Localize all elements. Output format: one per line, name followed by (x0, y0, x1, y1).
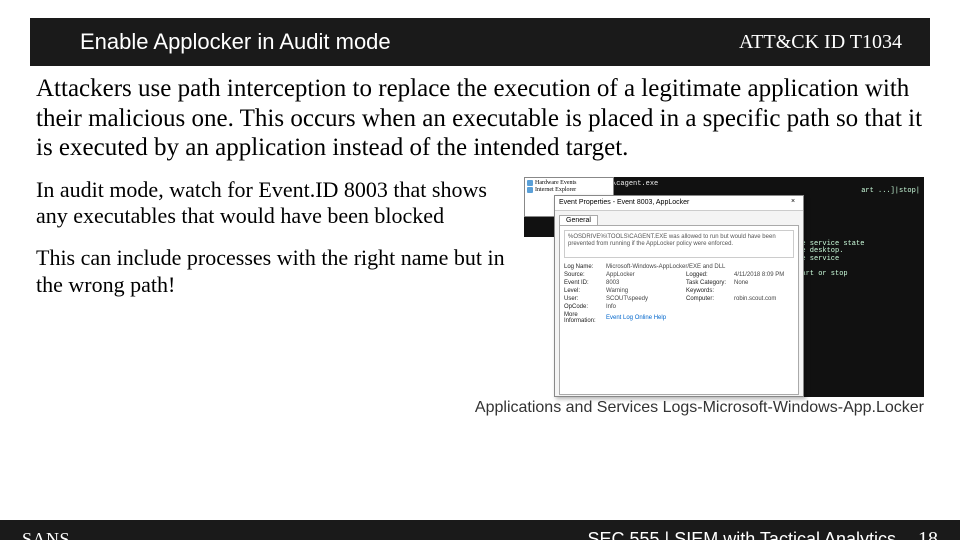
lbl-logname: Log Name: (564, 264, 606, 270)
dialog-fields-grid: Log Name: Microsoft-Windows-AppLocker/EX… (564, 264, 794, 324)
footer-right: SEC 555 | SIEM with Tactical Analytics 1… (588, 528, 938, 540)
lbl-level: Level: (564, 288, 606, 294)
dialog-body: %OSDRIVE%\TOOLS\CAGENT.EXE was allowed t… (559, 225, 799, 395)
dialog-title-text: Event Properties - Event 8003, AppLocker (559, 199, 689, 206)
slide: Enable Applocker in Audit mode ATT&CK ID… (0, 18, 960, 540)
footer-course: SEC 555 | SIEM with Tactical Analytics (588, 529, 896, 540)
attack-id: ATT&CK ID T1034 (739, 31, 902, 54)
val-computer: robin.scout.com (734, 296, 794, 302)
tab-general[interactable]: General (559, 215, 598, 225)
lbl-source: Source: (564, 272, 606, 278)
screenshot-area: C:\tools\cagent tool\cagent.exe art ...]… (524, 177, 924, 397)
body-paragraph: Attackers use path interception to repla… (0, 66, 960, 163)
val-level: Warning (606, 288, 686, 294)
val-logged: 4/11/2018 8:09 PM (734, 272, 794, 278)
val-user: SCOUT\speedy (606, 296, 686, 302)
screenshot-composite: C:\tools\cagent tool\cagent.exe art ...]… (524, 177, 924, 397)
sans-logo: SANS (22, 529, 70, 540)
screenshot-caption: Applications and Services Logs-Microsoft… (0, 397, 960, 417)
tree-row-2: Internet Explorer (527, 187, 611, 193)
slide-title: Enable Applocker in Audit mode (80, 29, 391, 55)
mid-left-column: In audit mode, watch for Event.ID 8003 t… (36, 177, 514, 397)
lbl-user: User: (564, 296, 606, 302)
event-properties-dialog: Event Properties - Event 8003, AppLocker… (554, 195, 804, 397)
val-taskcat: None (734, 280, 794, 286)
val-eventid: 8003 (606, 280, 686, 286)
val-opcode: Info (606, 304, 794, 310)
mid-row: In audit mode, watch for Event.ID 8003 t… (0, 163, 960, 397)
mid-paragraph-1: In audit mode, watch for Event.ID 8003 t… (36, 177, 514, 230)
cmd-tail-4: the service (793, 256, 920, 264)
tree-label-1: Hardware Events (535, 180, 576, 186)
lbl-moreinfo: More Information: (564, 312, 606, 324)
cmd-window-side: the service state the desktop. the servi… (789, 237, 924, 397)
tree-row-1: Hardware Events (527, 180, 611, 186)
title-bar: Enable Applocker in Audit mode ATT&CK ID… (30, 18, 930, 66)
footer-bar: SANS SEC 555 | SIEM with Tactical Analyt… (0, 520, 960, 540)
link-moreinfo[interactable]: Event Log Online Help (606, 315, 794, 324)
lbl-logged: Logged: (686, 272, 734, 278)
dialog-message: %OSDRIVE%\TOOLS\CAGENT.EXE was allowed t… (564, 230, 794, 258)
dialog-titlebar: Event Properties - Event 8003, AppLocker… (555, 196, 803, 211)
val-source: AppLocker (606, 272, 686, 278)
mid-paragraph-2: This can include processes with the righ… (36, 245, 514, 298)
lbl-opcode: OpCode: (564, 304, 606, 310)
cmd-tail-5: start or stop (793, 271, 920, 279)
dialog-tabs: General (555, 211, 803, 225)
folder-icon (527, 187, 533, 193)
footer-page-number: 18 (918, 528, 938, 540)
close-icon[interactable]: × (787, 198, 799, 208)
folder-icon (527, 180, 533, 186)
val-keywords (734, 288, 794, 294)
lbl-taskcat: Task Category: (686, 280, 734, 286)
lbl-computer: Computer: (686, 296, 734, 302)
tree-label-2: Internet Explorer (535, 187, 576, 193)
val-logname: Microsoft-Windows-AppLocker/EXE and DLL (606, 264, 794, 270)
lbl-keywords: Keywords: (686, 288, 734, 294)
lbl-eventid: Event ID: (564, 280, 606, 286)
